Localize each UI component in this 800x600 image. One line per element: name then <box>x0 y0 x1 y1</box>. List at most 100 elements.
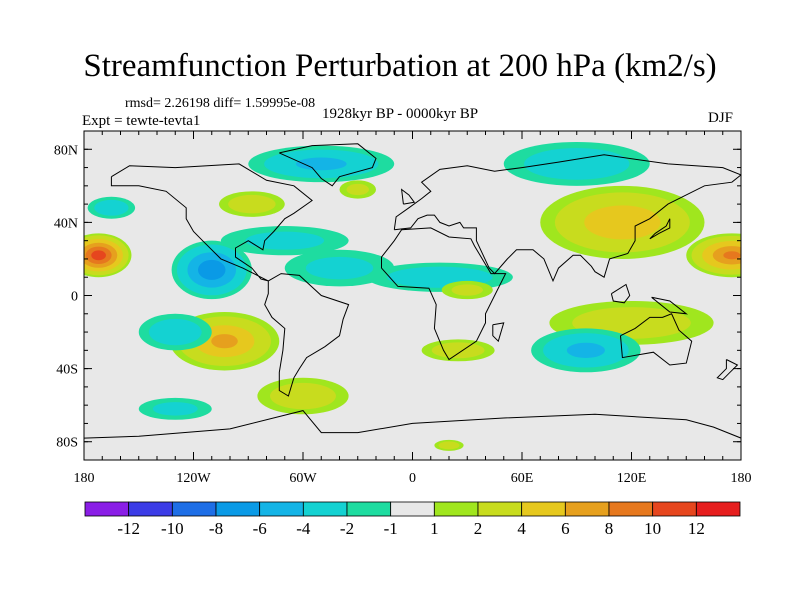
colorbar-swatch <box>521 501 566 517</box>
coastline-eurasia <box>393 154 741 283</box>
coastline-antarctica <box>84 410 741 439</box>
contour-band <box>245 231 325 250</box>
contour-band <box>94 199 129 216</box>
coastline-borneo <box>610 283 631 304</box>
contour-band <box>228 194 276 214</box>
coastline-uk <box>400 188 416 205</box>
contour-band <box>346 183 369 196</box>
contour-band <box>723 251 741 260</box>
contour-band <box>148 318 202 346</box>
anomaly-3 <box>219 191 285 217</box>
y-tick-label: 0 <box>71 290 78 305</box>
anomaly-4 <box>220 226 349 256</box>
coastline-new-guinea <box>651 296 689 315</box>
anomaly-2 <box>171 240 252 300</box>
x-tick-label: 120W <box>176 471 211 486</box>
colorbar-swatch <box>171 501 217 517</box>
colorbar-label: 1 <box>430 519 439 538</box>
contour-band <box>198 259 226 280</box>
colorbar-label: -10 <box>161 519 184 538</box>
contour-band <box>305 256 374 280</box>
contour-band <box>584 205 661 240</box>
anomaly-10 <box>138 397 212 420</box>
anomaly-0 <box>84 233 132 278</box>
colorbar-swatch <box>259 501 304 517</box>
colorbar-label: -4 <box>296 519 311 538</box>
contour-band <box>270 382 336 410</box>
colorbar: -12 -10 -8 -6 -4 -2 -1 1 2 4 6 8 10 12 <box>84 501 741 538</box>
page-title: Streamfunction Perturbation at 200 hPa (… <box>83 48 717 84</box>
anomaly-14 <box>421 339 495 362</box>
colorbar-label: -12 <box>117 519 140 538</box>
anomaly-5 <box>248 145 395 183</box>
coastline-africa <box>381 227 507 361</box>
colorbar-swatch <box>84 501 130 517</box>
colorbar-label: 8 <box>605 519 614 538</box>
colorbar-label: -1 <box>384 519 398 538</box>
colorbar-swatch <box>608 501 654 517</box>
x-tick-label: 180 <box>74 471 95 486</box>
anomaly-19 <box>531 328 641 373</box>
anomaly-13 <box>441 280 493 300</box>
anomaly-6 <box>339 180 376 199</box>
colorbar-label: -6 <box>253 519 267 538</box>
colorbar-swatch <box>302 501 348 517</box>
contour-band <box>295 157 347 171</box>
coastlines <box>84 143 741 439</box>
period-label: 1928kyr BP - 0000kyr BP <box>322 106 479 122</box>
contour-band <box>524 148 630 180</box>
x-tick-label: 180 <box>731 471 752 486</box>
y-tick-label: 80N <box>54 143 78 158</box>
colorbar-swatch <box>215 501 261 517</box>
x-tick-label: 60E <box>511 471 534 486</box>
contour-band <box>91 250 106 261</box>
colorbar-swatch <box>346 501 392 517</box>
colorbar-swatch <box>477 501 523 517</box>
colorbar-label: 6 <box>561 519 570 538</box>
y-tick-label: 80S <box>56 436 78 451</box>
colorbar-swatch <box>564 501 610 517</box>
x-tick-label: 120E <box>617 471 647 486</box>
axes: 180 120W 60W 0 60E 120E 180 80N 40N 0 40S 80S <box>54 130 752 486</box>
stats-text: rmsd= 2.26198 diff= 1.59995e-08 <box>125 96 316 111</box>
anomaly-16 <box>540 185 705 259</box>
colorbar-swatch <box>433 501 479 517</box>
colorbar-label: 4 <box>517 519 526 538</box>
contour-band <box>211 334 238 349</box>
colorbar-label: 2 <box>474 519 483 538</box>
x-tick-label: 60W <box>289 471 317 486</box>
contour-band <box>566 342 605 358</box>
anomaly-8 <box>138 313 212 351</box>
contour-field <box>84 131 741 460</box>
coastline-japan <box>649 218 671 240</box>
coastline-north-america <box>110 163 313 282</box>
colorbar-label: 10 <box>644 519 661 538</box>
colorbar-label: -8 <box>209 519 223 538</box>
coastline-australia <box>620 313 693 366</box>
coastline-south-america <box>264 273 350 397</box>
anomaly-17 <box>686 233 741 278</box>
contour-band <box>451 284 483 296</box>
anomaly-20 <box>434 439 464 451</box>
y-tick-label: 40S <box>56 363 78 378</box>
season-label: DJF <box>708 110 734 126</box>
x-tick-label: 0 <box>409 471 416 486</box>
coastline-new-zealand <box>716 359 739 381</box>
y-tick-label: 40N <box>54 216 78 231</box>
coastline-madagascar <box>492 322 505 343</box>
anomaly-1 <box>87 196 136 219</box>
experiment-label: Expt = tewte-tevta1 <box>82 113 201 129</box>
colorbar-swatch <box>652 501 697 517</box>
contour-band <box>152 402 198 416</box>
colorbar-swatch <box>390 501 435 517</box>
contour-band <box>438 441 460 450</box>
anomaly-9 <box>257 377 349 415</box>
colorbar-label: -2 <box>340 519 354 538</box>
coastline-greenland <box>279 143 377 187</box>
colorbar-swatch <box>128 501 173 517</box>
anomaly-15 <box>503 141 650 186</box>
colorbar-swatch <box>695 501 741 517</box>
colorbar-label: 12 <box>688 519 705 538</box>
contour-band <box>431 342 485 359</box>
